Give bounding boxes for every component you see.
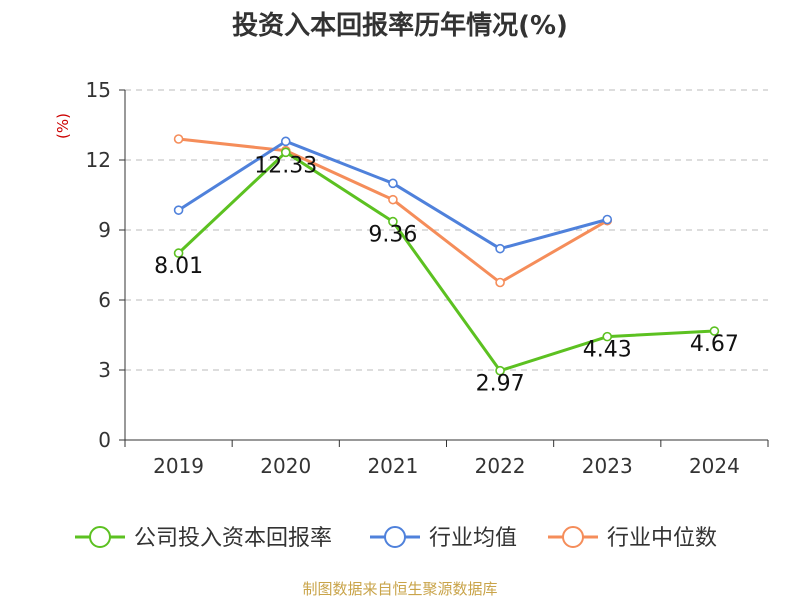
series-line-company xyxy=(177,150,715,373)
legend-marker-industry_avg xyxy=(384,526,406,548)
x-tick-label: 2024 xyxy=(689,454,740,478)
legend-label-industry_median: 行业中位数 xyxy=(607,526,717,551)
data-label: 9.36 xyxy=(368,223,417,248)
data-point-industry_median xyxy=(495,277,505,288)
chart-title: 投资入本回报率历年情况(%) xyxy=(232,11,568,41)
x-tick-label: 2020 xyxy=(260,454,311,478)
data-point-industry_avg xyxy=(173,205,184,215)
y-tick-label: 0 xyxy=(98,428,111,452)
data-point-company xyxy=(388,216,398,227)
series-line-industry_median xyxy=(178,137,608,284)
x-tick-label: 2022 xyxy=(475,454,526,478)
data-point-industry_avg xyxy=(388,178,398,189)
data-point-industry_avg xyxy=(280,136,291,147)
y-tick-label: 12 xyxy=(86,148,111,172)
data-point-company xyxy=(173,248,184,258)
y-tick-label: 9 xyxy=(98,218,111,242)
legend-label-industry_avg: 行业均值 xyxy=(429,526,517,551)
data-point-industry_avg xyxy=(495,243,505,254)
y-tick-label: 3 xyxy=(98,358,111,382)
legend-marker-industry_median xyxy=(562,526,584,548)
data-label: 2.97 xyxy=(476,372,525,397)
y-axis-unit-label: (%) xyxy=(54,113,72,139)
source-note: 制图数据来自恒生聚源数据库 xyxy=(302,580,498,598)
data-point-company xyxy=(709,326,720,336)
data-label: 4.67 xyxy=(690,332,739,357)
data-point-industry_median xyxy=(173,134,184,144)
data-point-company xyxy=(495,365,505,376)
x-tick-label: 2023 xyxy=(582,454,633,478)
data-point-industry_avg xyxy=(602,214,613,225)
x-tick-label: 2019 xyxy=(153,454,204,478)
data-point-company xyxy=(602,331,613,342)
x-tick-label: 2021 xyxy=(367,454,418,478)
legend-label-company: 公司投入资本回报率 xyxy=(134,526,332,551)
data-point-company xyxy=(280,147,291,158)
y-tick-label: 6 xyxy=(98,288,111,312)
data-label: 12.33 xyxy=(254,153,317,178)
data-point-industry_median xyxy=(388,194,398,205)
data-label: 8.01 xyxy=(154,254,203,279)
data-label: 4.43 xyxy=(583,338,632,363)
y-tick-label: 15 xyxy=(86,78,111,102)
legend-marker-company xyxy=(89,526,111,548)
